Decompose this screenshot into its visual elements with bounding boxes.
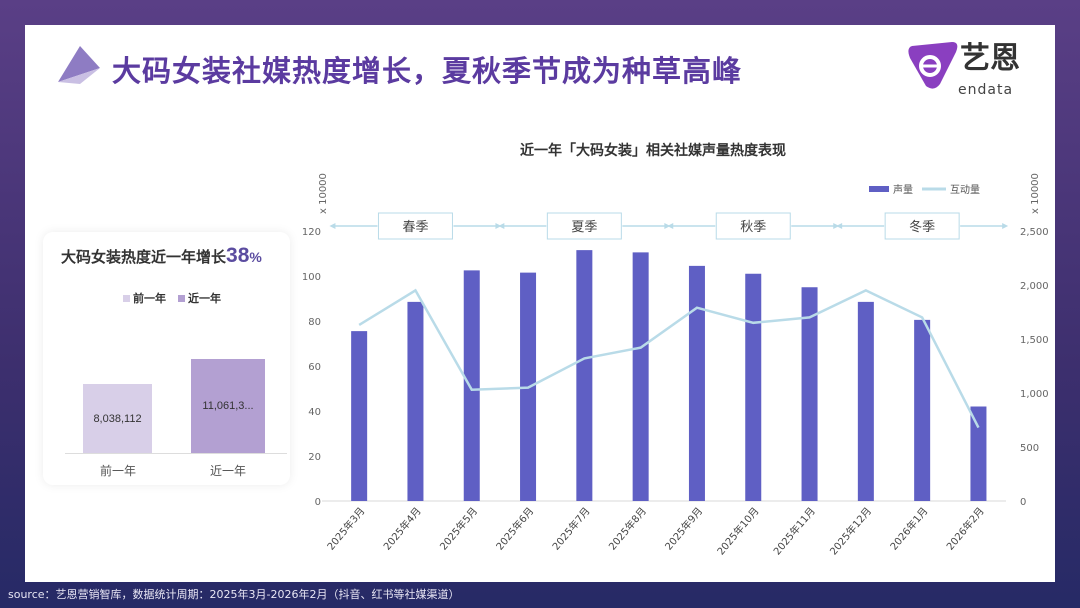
y-right-tick: 1,500 (1020, 335, 1049, 346)
x-tick-label: 2025年7月 (549, 505, 592, 553)
legend-label: 前一年 (133, 293, 166, 305)
x-tick-label: 2025年12月 (827, 505, 874, 558)
season-label: 春季 (402, 220, 428, 235)
x-tick-label: 2025年4月 (380, 505, 423, 553)
bar-2025年7月 (576, 250, 593, 501)
y-right-label: x 10000 (1030, 173, 1041, 214)
bar-2026年1月 (914, 319, 931, 501)
x-tick-label: 2025年3月 (324, 505, 367, 553)
main-chart: 0 20 40 60 80 100 120 0 500 1,000 1,500 2,000 2,500 x… (302, 173, 1049, 558)
y-right-tick: 2,000 (1020, 281, 1049, 292)
x-tick-label: 2025年10月 (714, 505, 761, 558)
arrow-left-icon (667, 223, 674, 229)
legend-item-prev: 前一年 (123, 290, 166, 306)
legend-line-label: 互动量 (950, 184, 980, 196)
bar-2025年3月 (351, 331, 368, 501)
y-left-tick: 40 (308, 407, 321, 418)
triangle-icon (58, 46, 100, 84)
bar-2025年9月 (688, 265, 705, 501)
logo-subtext: endata (958, 82, 1014, 98)
y-right-tick: 0 (1020, 497, 1026, 508)
y-left-tick: 120 (302, 227, 321, 238)
season-label: 夏季 (571, 220, 597, 235)
y-left-label: x 10000 (318, 173, 329, 214)
season-label: 秋季 (740, 220, 766, 235)
x-tick-label: 2025年8月 (606, 505, 649, 553)
chart-title: 近一年「大码女装」相关社媒声量热度表现 (520, 143, 786, 159)
baseline (65, 453, 287, 454)
y-left-tick: 60 (308, 362, 321, 373)
legend-bar-label: 声量 (893, 183, 913, 196)
season-box (715, 212, 791, 240)
bar-2025年12月 (857, 301, 874, 501)
bar-2026年2月 (970, 406, 987, 501)
bar-label: 11,061,3... (202, 400, 254, 412)
season-box (377, 212, 453, 240)
arrow-left-icon (329, 223, 336, 229)
growth-unit: % (249, 249, 262, 265)
panel-title-text: 大码女装热度近一年增长 (61, 249, 227, 266)
y-left-tick: 0 (315, 497, 321, 508)
bar-prev-year: 8,038,112 (83, 384, 152, 453)
arrow-left-icon (498, 223, 505, 229)
logo-text: 艺恩 (960, 41, 1020, 76)
x-tick-label: 2025年5月 (437, 505, 480, 553)
x-tick-label: 2025年9月 (662, 505, 705, 553)
season-box (884, 212, 960, 240)
growth-panel: 大码女装热度近一年增长38% 前一年 近一年 8,038,112 11,061,… (43, 232, 290, 485)
category-label: 近一年 (210, 464, 247, 478)
line-series (358, 288, 980, 429)
bar-2025年11月 (801, 287, 818, 501)
x-tick-label: 2026年1月 (887, 505, 930, 553)
legend-bar-swatch (869, 186, 889, 192)
bar-label: 8,038,112 (93, 412, 142, 425)
x-tick-label: 2025年11月 (770, 505, 817, 558)
y-left-tick: 80 (308, 317, 321, 328)
y-right-tick: 2,500 (1020, 227, 1049, 238)
category-label: 前一年 (100, 464, 137, 478)
page-title: 大码女装社媒热度增长，夏秋季节成为种草高峰 (112, 54, 743, 88)
y-right-tick: 500 (1020, 443, 1039, 454)
bar-2025年5月 (463, 270, 480, 501)
y-left-tick: 20 (308, 452, 321, 463)
legend-label: 近一年 (188, 293, 221, 305)
arrow-right-icon (1002, 223, 1009, 229)
x-tick-label: 2025年6月 (493, 505, 536, 553)
y-right-tick: 1,000 (1020, 389, 1049, 400)
legend-item-recent: 近一年 (178, 290, 221, 306)
y-left-tick: 100 (302, 272, 321, 283)
bar-2025年4月 (407, 301, 424, 501)
growth-value: 38 (226, 244, 250, 267)
bar-2025年8月 (632, 252, 649, 501)
bar-2025年10月 (745, 273, 762, 501)
season-box (546, 212, 622, 240)
arrow-left-icon (836, 223, 843, 229)
x-tick-label: 2026年2月 (943, 505, 986, 553)
panel-title: 大码女装热度近一年增长38% (61, 244, 262, 268)
source-footer: source：艺恩营销智库，数据统计周期：2025年3月-2026年2月（抖音、… (8, 588, 460, 601)
season-label: 冬季 (909, 219, 935, 235)
bar-recent-year: 11,061,3... (191, 359, 265, 453)
endata-logo-icon (908, 42, 958, 89)
